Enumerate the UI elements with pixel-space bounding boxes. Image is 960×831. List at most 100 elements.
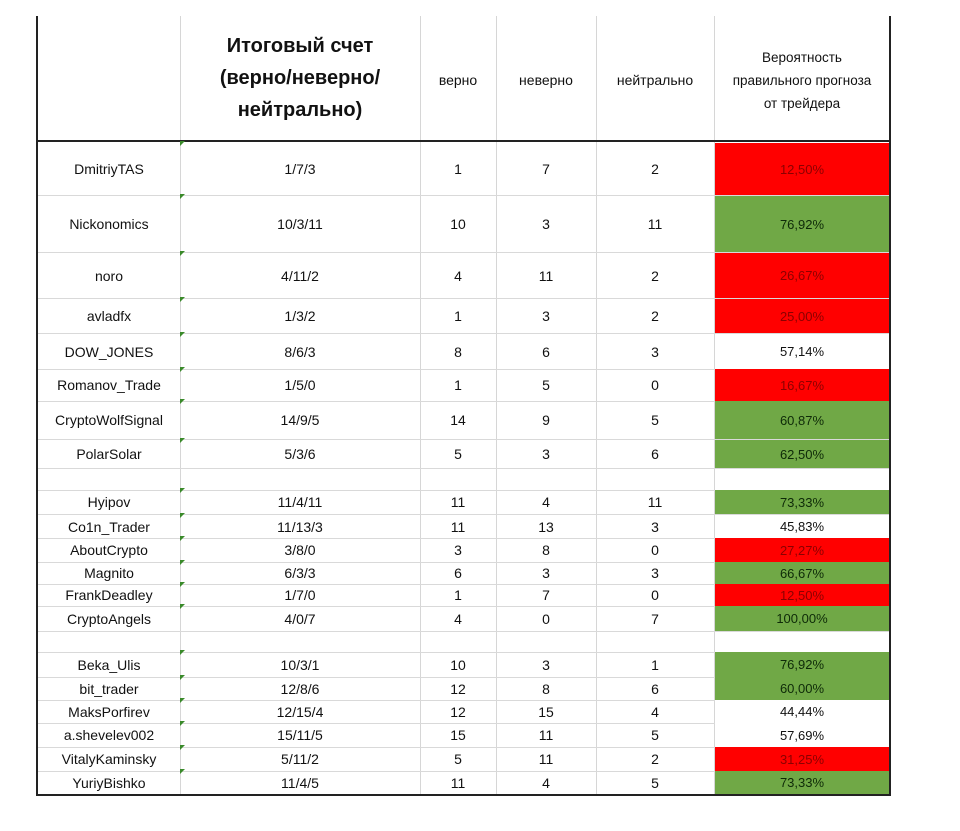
cell-comment-marker: [180, 513, 185, 518]
cell-score: 4/0/7: [284, 610, 316, 627]
grid-column-line: [596, 16, 597, 794]
cell-name: Co1n_Trader: [68, 518, 150, 535]
neutral-column-header: нейтрально: [616, 72, 694, 88]
cell-score: 11/4/5: [281, 774, 319, 791]
cell-prob: 57,69%: [715, 723, 889, 747]
cell-neutral: 0: [651, 377, 659, 393]
cell-prob: 25,00%: [715, 299, 889, 333]
cell-wrong: 5: [542, 377, 550, 393]
cell-wrong: 6: [542, 343, 550, 360]
prob-header-line-2: правильного прогноза: [732, 72, 872, 88]
cell-prob: 60,87%: [715, 401, 889, 439]
cell-correct: 1: [454, 377, 462, 393]
table-left-border: [36, 16, 38, 796]
grid-column-line: [180, 16, 181, 794]
cell-correct: 1: [454, 308, 462, 324]
cell-name: Beka_Ulis: [77, 656, 141, 673]
cell-prob: 31,25%: [715, 747, 889, 771]
cell-wrong: 3: [542, 656, 550, 673]
grid-column-line: [496, 16, 497, 794]
table-bottom-border: [36, 794, 891, 796]
cell-correct: 1: [454, 587, 462, 603]
cell-wrong: 11: [538, 751, 554, 767]
cell-neutral: 3: [651, 565, 659, 581]
cell-score: 1/7/0: [284, 587, 316, 603]
cell-comment-marker: [180, 297, 185, 302]
cell-comment-marker: [180, 769, 185, 774]
cell-correct: 4: [454, 610, 462, 627]
score-header-line-3: нейтрально): [237, 99, 363, 121]
cell-comment-marker: [180, 438, 185, 443]
cell-comment-marker: [180, 582, 185, 587]
cell-name: AboutCrypto: [70, 542, 148, 558]
correct-column-header: верно: [438, 72, 478, 88]
cell-correct: 8: [454, 343, 462, 360]
grid-row-line: [38, 439, 889, 440]
grid-row-line: [38, 631, 889, 632]
cell-score: 12/15/4: [276, 703, 324, 720]
cell-name: Nickonomics: [69, 216, 149, 232]
cell-wrong: 11: [538, 267, 554, 284]
cell-prob: 60,00%: [715, 677, 889, 700]
grid-row-line: [38, 562, 889, 563]
cell-prob: 73,33%: [715, 490, 889, 514]
cell-comment-marker: [180, 488, 185, 493]
cell-score: 1/5/0: [284, 377, 316, 393]
cell-name: Magnito: [84, 565, 134, 581]
cell-prob: 66,67%: [715, 562, 889, 584]
cell-neutral: 5: [651, 727, 659, 743]
cell-correct: 11: [450, 774, 466, 791]
cell-comment-marker: [180, 721, 185, 726]
cell-neutral: 0: [651, 542, 659, 558]
prob-header-line-1: Вероятность: [762, 49, 842, 65]
grid-row-line: [38, 252, 889, 253]
cell-wrong: 13: [538, 518, 554, 535]
grid-row-line: [38, 369, 889, 370]
cell-correct: 1: [454, 161, 462, 177]
cell-prob: 76,92%: [715, 196, 889, 252]
cell-neutral: 1: [651, 656, 659, 673]
cell-name: CryptoAngels: [66, 610, 152, 627]
cell-comment-marker: [180, 604, 185, 609]
cell-wrong: 4: [542, 494, 550, 510]
cell-comment-marker: [180, 141, 185, 146]
cell-correct: 3: [454, 542, 462, 558]
cell-prob: 100,00%: [715, 606, 889, 631]
probability-column-header: Вероятность правильного прогноза от трей…: [715, 40, 889, 120]
cell-score: 3/8/0: [284, 542, 316, 558]
cell-name: FrankDeadley: [65, 587, 153, 603]
cell-score: 10/3/1: [280, 656, 320, 673]
cell-neutral: 3: [651, 343, 659, 360]
cell-wrong: 3: [542, 446, 550, 462]
cell-name: VitalyKaminsky: [61, 751, 157, 767]
cell-correct: 14: [450, 412, 466, 428]
grid-row-line: [38, 195, 889, 196]
cell-neutral: 2: [651, 308, 659, 324]
cell-score: 6/3/3: [284, 565, 316, 581]
cell-wrong: 0: [542, 610, 550, 627]
cell-name: avladfx: [86, 308, 132, 324]
cell-comment-marker: [180, 332, 185, 337]
cell-correct: 12: [450, 703, 466, 720]
cell-neutral: 4: [651, 703, 659, 720]
cell-score: 1/3/2: [284, 308, 316, 324]
cell-neutral: 2: [651, 751, 659, 767]
cell-neutral: 11: [647, 216, 663, 232]
cell-name: bit_trader: [79, 680, 139, 697]
cell-name: YuriyBishko: [72, 774, 146, 791]
score-header-line-2: (верно/неверно/: [219, 67, 381, 89]
cell-prob: 16,67%: [715, 369, 889, 401]
cell-comment-marker: [180, 698, 185, 703]
cell-prob: 12,50%: [715, 584, 889, 606]
cell-name: Romanov_Trade: [57, 377, 161, 393]
cell-score: 12/8/6: [280, 680, 320, 697]
cell-wrong: 11: [538, 727, 554, 743]
cell-wrong: 8: [542, 680, 550, 697]
grid-row-line: [38, 771, 889, 772]
prob-header-line-3: от трейдера: [763, 95, 841, 111]
cell-score: 1/7/3: [284, 161, 316, 177]
grid-row-line: [38, 298, 889, 299]
cell-correct: 4: [454, 267, 462, 284]
cell-neutral: 11: [647, 494, 663, 510]
